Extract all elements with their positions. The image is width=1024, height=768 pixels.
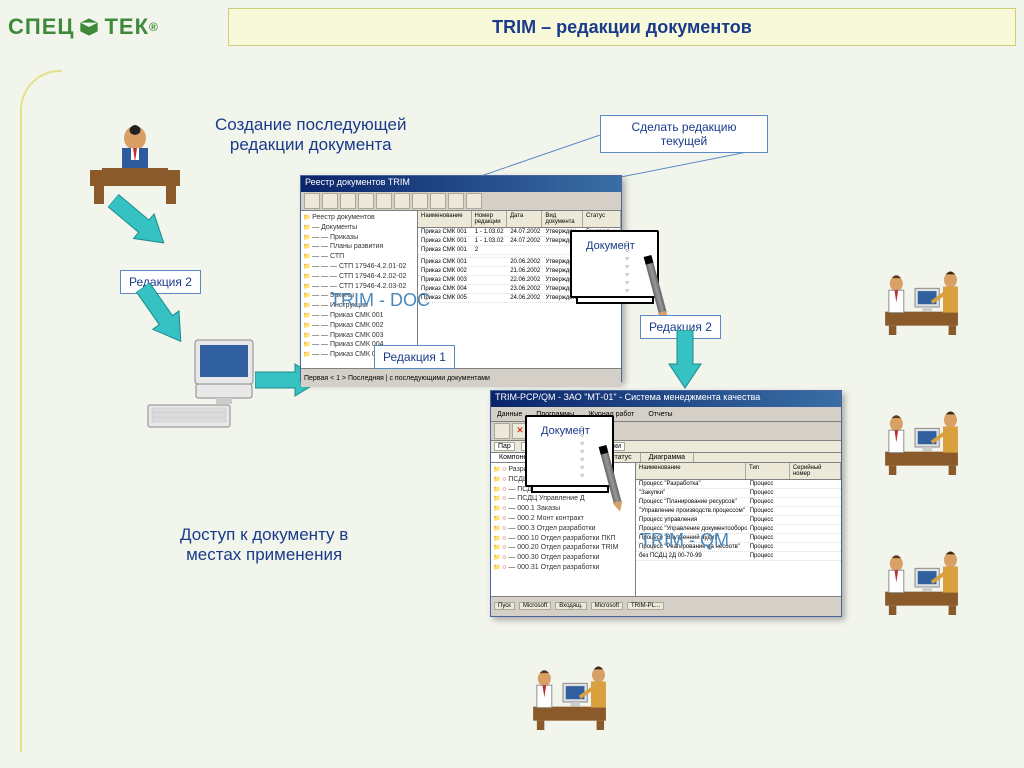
page-title-bar: TRIM – редакции документов [228,8,1016,46]
trim-doc-caption: TRIM - DOC [330,290,430,311]
redaction1-box: Редакция 1 [374,345,455,369]
logo-text-1: СПЕЦ [8,14,74,40]
access-label: Доступ к документу в местах применения [180,525,348,565]
arrow-down-to-qm [667,330,703,390]
make-current-text: Сделать редакцию текущей [631,120,736,148]
decorative-frame [20,70,62,752]
page-title: TRIM – редакции документов [492,17,752,38]
qm-window-title: TRIM-PCP/QM - ЗАО "МТ-01" - Система мене… [491,391,841,407]
worker-illustration-3 [877,545,967,615]
doc-window-toolbar [301,192,621,211]
make-current-box: Сделать редакцию текущей [600,115,768,153]
worker-illustration-1 [877,265,967,335]
header: СПЕЦ ТЕК ® TRIM – редакции документов [8,8,1016,46]
trim-qm-caption: TRIM - QM [640,530,729,551]
create-next-label: Создание последующей редакции документа [215,115,406,155]
logo: СПЕЦ ТЕК ® [8,8,228,46]
registered-mark: ® [149,20,159,34]
redaction1-text: Редакция 1 [383,350,446,364]
doc-window-status: Первая < 1 > Последняя | с последующими … [301,368,621,387]
worker-illustration-4 [525,660,615,730]
qm-taskbar: ПускMicrosoftВходящ.MicrosoftTRIM-PL... [491,596,841,615]
notepad-doc-1: Документ [570,230,655,305]
notepad-doc-2: Документ [525,415,610,495]
doc-window-title: Реестр документов TRIM [301,176,621,192]
worker-illustration-2 [877,405,967,475]
logo-text-2: ТЕК [104,14,149,40]
computer-illustration [140,335,260,435]
